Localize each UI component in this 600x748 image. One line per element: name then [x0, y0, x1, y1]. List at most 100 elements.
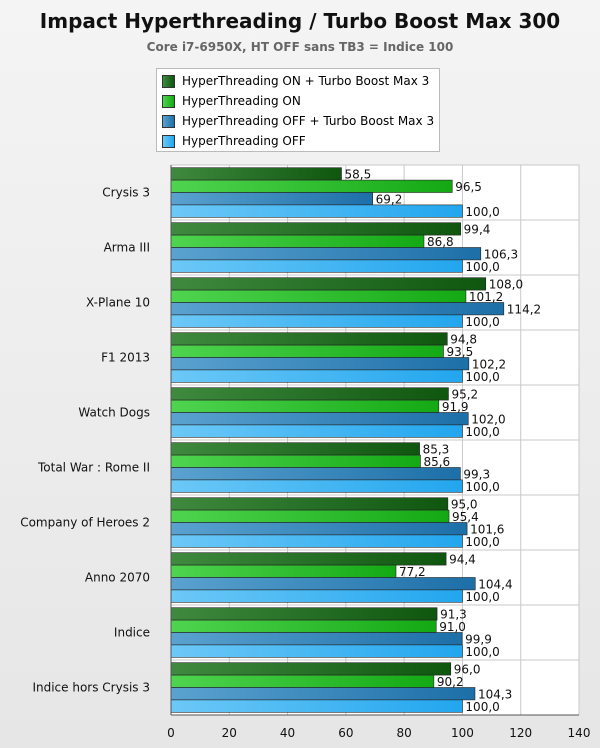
- legend-item: HyperThreading ON + Turbo Boost Max 3: [162, 72, 429, 90]
- legend-swatch: [162, 114, 175, 128]
- data-label: 102,2: [472, 357, 506, 371]
- x-tick-label: 0: [167, 726, 175, 740]
- x-tick-label: 100: [451, 726, 474, 740]
- bar: [170, 344, 444, 358]
- data-label: 101,2: [469, 290, 503, 304]
- data-label: 91,9: [442, 400, 469, 414]
- bar: [170, 424, 463, 438]
- data-label: 100,0: [465, 260, 499, 274]
- legend-swatch: [162, 74, 175, 88]
- bar: [170, 387, 449, 401]
- x-tick-label: 80: [397, 726, 412, 740]
- bar: [170, 192, 373, 206]
- bar: [170, 662, 452, 676]
- x-tick-label: 140: [568, 726, 591, 740]
- bar: [170, 259, 463, 273]
- bar: [170, 314, 463, 328]
- legend-swatch: [162, 94, 175, 108]
- category-label: F1 2013: [101, 351, 150, 365]
- bar: [170, 399, 440, 413]
- bar: [170, 534, 463, 548]
- data-label: 94,4: [449, 553, 476, 567]
- chart-subtitle: Core i7-6950X, HT OFF sans TB3 = Indice …: [146, 40, 454, 54]
- data-label: 85,6: [423, 455, 450, 469]
- category-label: Arma III: [104, 241, 150, 255]
- data-label: 96,0: [454, 663, 481, 677]
- data-label: 100,0: [465, 590, 499, 604]
- data-label: 104,3: [478, 687, 512, 701]
- category-label: Anno 2070: [85, 571, 150, 585]
- category-label: X-Plane 10: [86, 296, 150, 310]
- data-label: 100,0: [465, 480, 499, 494]
- bar: [170, 454, 421, 468]
- data-label: 100,0: [465, 700, 499, 714]
- data-label: 93,5: [446, 345, 473, 359]
- data-label: 77,2: [399, 565, 426, 579]
- legend-label: HyperThreading ON + Turbo Boost Max 3: [182, 74, 430, 88]
- data-label: 58,5: [344, 168, 371, 182]
- legend-swatch: [162, 134, 175, 148]
- legend-label: HyperThreading OFF: [182, 134, 306, 148]
- bar: [170, 357, 470, 371]
- bar: [170, 369, 463, 383]
- bar: [170, 619, 437, 633]
- bar: [170, 577, 476, 591]
- x-tick-label: 120: [509, 726, 532, 740]
- data-label: 96,5: [455, 180, 482, 194]
- legend: HyperThreading ON + Turbo Boost Max 3 Hy…: [156, 68, 440, 152]
- bar: [170, 277, 487, 291]
- data-label: 99,3: [463, 467, 490, 481]
- data-label: 99,9: [465, 632, 492, 646]
- data-label: 69,2: [376, 192, 403, 206]
- data-label: 95,4: [452, 510, 479, 524]
- data-label: 100,0: [465, 645, 499, 659]
- bar: [170, 332, 448, 346]
- bar: [170, 687, 476, 701]
- bar: [170, 234, 425, 248]
- bar: [170, 522, 468, 536]
- bar: [170, 699, 463, 713]
- bar: [170, 412, 469, 426]
- bar: [170, 467, 461, 481]
- bar: [170, 302, 505, 316]
- legend-item: HyperThreading OFF: [162, 132, 306, 150]
- data-label: 85,3: [423, 443, 450, 457]
- data-label: 100,0: [465, 205, 499, 219]
- x-tick-label: 20: [222, 726, 237, 740]
- bar: [170, 564, 397, 578]
- bar: [170, 607, 438, 621]
- bar: [170, 222, 461, 236]
- data-label: 104,4: [478, 577, 512, 591]
- bar: [170, 247, 482, 261]
- legend-item: HyperThreading OFF + Turbo Boost Max 3: [162, 112, 434, 130]
- category-label: Crysis 3: [102, 186, 150, 200]
- data-label: 86,8: [427, 235, 454, 249]
- data-label: 95,2: [451, 388, 478, 402]
- bar: [170, 289, 467, 303]
- bar: [170, 632, 463, 646]
- bar: [170, 552, 447, 566]
- category-label: Total War : Rome II: [37, 461, 150, 475]
- bar: [170, 204, 463, 218]
- bar: [170, 497, 449, 511]
- bar: [170, 179, 453, 193]
- category-label: Indice: [114, 626, 150, 640]
- bar: [170, 442, 420, 456]
- bar: [170, 479, 463, 493]
- data-label: 91,3: [440, 608, 467, 622]
- data-label: 90,2: [437, 675, 464, 689]
- category-label: Watch Dogs: [78, 406, 150, 420]
- bar: [170, 167, 342, 181]
- data-label: 91,0: [439, 620, 466, 634]
- category-label: Indice hors Crysis 3: [32, 681, 150, 695]
- data-label: 114,2: [507, 302, 541, 316]
- x-tick-label: 60: [338, 726, 353, 740]
- bar: [170, 674, 435, 688]
- legend-label: HyperThreading OFF + Turbo Boost Max 3: [182, 114, 435, 128]
- data-label: 99,4: [464, 223, 491, 237]
- data-label: 100,0: [465, 370, 499, 384]
- bar: [170, 644, 463, 658]
- data-label: 100,0: [465, 315, 499, 329]
- x-tick-label: 40: [280, 726, 295, 740]
- data-label: 95,0: [451, 498, 478, 512]
